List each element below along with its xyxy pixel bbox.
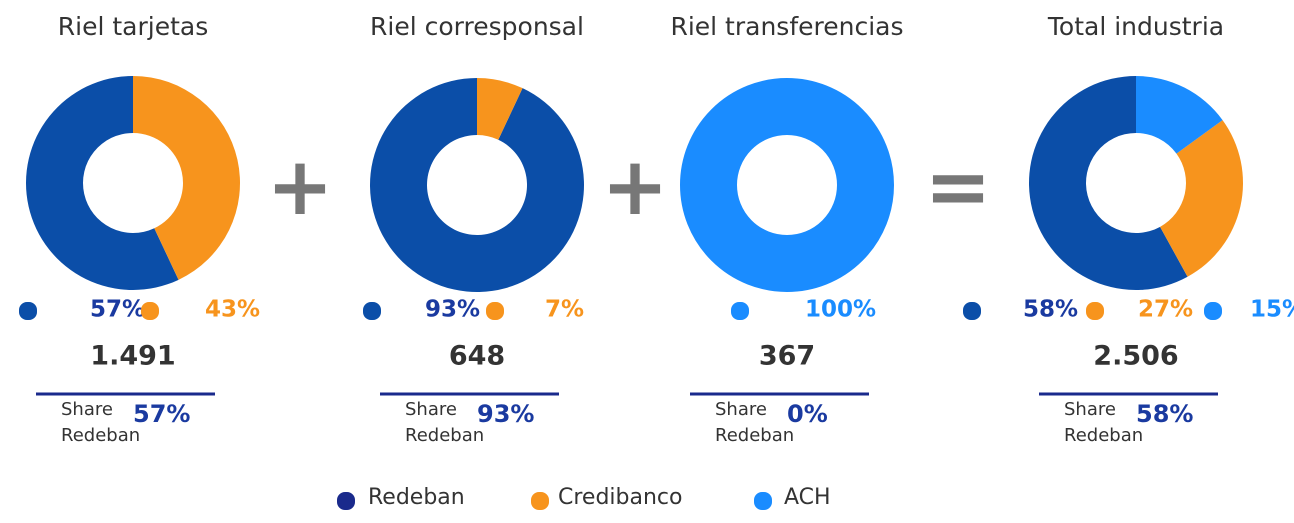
donut-segment	[477, 78, 523, 140]
share-sub: Redeban	[61, 425, 140, 446]
legend-marker	[1086, 302, 1104, 320]
share-sub: Redeban	[1064, 425, 1143, 446]
donut-segment	[1028, 76, 1188, 291]
value-label: 100%	[805, 297, 876, 323]
chart-title: Riel transferencias	[670, 12, 903, 41]
share-label: Share	[405, 399, 457, 420]
value-label: 7%	[545, 297, 584, 323]
donut-segment	[1160, 120, 1243, 277]
total: 1.491	[90, 341, 175, 372]
total: 367	[759, 341, 815, 372]
donut-segment	[1136, 76, 1223, 154]
total: 2.506	[1093, 341, 1178, 372]
legend-marker	[486, 302, 504, 320]
share-sub: Redeban	[715, 425, 794, 446]
donut-segment	[133, 76, 240, 280]
legend-marker	[531, 492, 549, 510]
value-label: 93%	[425, 297, 480, 323]
share-value: 57%	[133, 400, 190, 428]
value-label: 58%	[1023, 297, 1078, 323]
value-label: 43%	[205, 297, 260, 323]
donut-segment	[25, 76, 179, 291]
value-label: 57%	[90, 297, 145, 323]
legend-marker	[1204, 302, 1222, 320]
legend-marker	[19, 302, 37, 320]
share-value: 93%	[477, 400, 534, 428]
donut-segment	[369, 78, 584, 292]
chart-title: Riel corresponsal	[370, 12, 584, 41]
legend-label: Credibanco	[558, 485, 682, 510]
share-label: Share	[1064, 399, 1116, 420]
legend-marker	[754, 492, 772, 510]
value-label: 27%	[1138, 297, 1193, 323]
legend-marker	[337, 492, 355, 510]
total: 648	[449, 341, 505, 372]
share-label: Share	[61, 399, 113, 420]
value-label: 15%	[1250, 297, 1294, 323]
legend-label: Redeban	[368, 485, 465, 510]
donut-segment	[680, 78, 894, 292]
share-value: 58%	[1136, 400, 1193, 428]
operator: +	[601, 140, 668, 233]
share-sub: Redeban	[405, 425, 484, 446]
operator: +	[266, 140, 333, 233]
legend-marker	[963, 302, 981, 320]
operator: =	[924, 140, 991, 233]
legend-marker	[141, 302, 159, 320]
chart-title: Total industria	[1047, 12, 1224, 41]
legend-marker	[731, 302, 749, 320]
legend-marker	[363, 302, 381, 320]
legend-label: ACH	[784, 485, 831, 510]
share-value: 0%	[787, 400, 828, 428]
share-label: Share	[715, 399, 767, 420]
chart-title: Riel tarjetas	[58, 12, 208, 41]
